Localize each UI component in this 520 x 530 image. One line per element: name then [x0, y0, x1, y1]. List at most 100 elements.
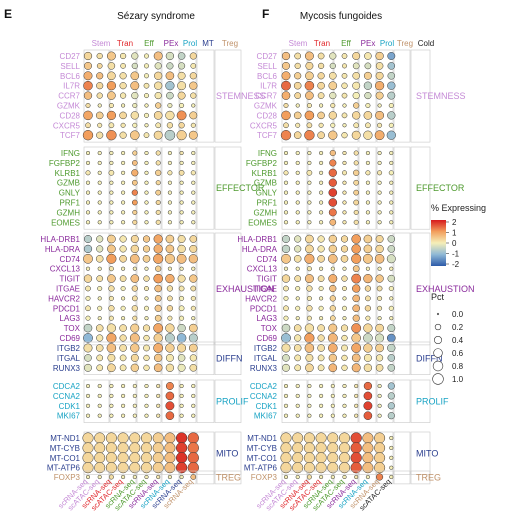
- dot: [97, 122, 103, 128]
- dot: [377, 220, 382, 225]
- dot: [153, 234, 163, 244]
- dot: [294, 62, 301, 70]
- dot: [156, 403, 161, 408]
- dot: [85, 413, 91, 418]
- dot: [164, 129, 176, 141]
- size-tick-label: 0.8: [452, 362, 464, 371]
- gene-group-label: EXHAUSTION: [216, 284, 275, 294]
- dot: [341, 364, 348, 371]
- gene-label: GZMK: [254, 102, 278, 111]
- dot: [96, 334, 104, 342]
- dot: [156, 383, 161, 389]
- dot: [179, 180, 184, 185]
- dot: [154, 71, 163, 80]
- dot: [119, 111, 127, 120]
- gene-label: GZMB: [57, 179, 80, 188]
- dot: [165, 382, 174, 390]
- dot: [365, 170, 371, 176]
- dot: [365, 122, 371, 129]
- size-legend-dot: [432, 373, 444, 385]
- dot: [177, 81, 187, 91]
- dot: [283, 180, 289, 185]
- dot: [283, 200, 289, 205]
- dot: [105, 432, 117, 444]
- dot: [377, 403, 382, 408]
- dot: [167, 315, 173, 321]
- dot: [130, 235, 139, 243]
- dot: [108, 102, 114, 109]
- dot: [340, 255, 349, 263]
- size-legend-dot: [436, 312, 440, 316]
- dot: [84, 354, 92, 362]
- dot: [388, 122, 394, 128]
- gene-group-label: EFFECTOR: [216, 183, 265, 193]
- gene-label: GNLY: [59, 189, 81, 198]
- dot: [106, 332, 117, 344]
- dot: [328, 208, 337, 217]
- column-header: Tran: [314, 39, 330, 48]
- column-header: Stem: [289, 39, 308, 48]
- dot: [353, 209, 359, 215]
- dot: [363, 333, 373, 343]
- dot: [362, 432, 374, 444]
- dot: [129, 452, 141, 464]
- dot: [377, 103, 382, 108]
- dot: [144, 160, 149, 165]
- dot: [354, 413, 359, 418]
- dot: [353, 189, 360, 196]
- dot: [283, 170, 289, 176]
- dot: [317, 354, 325, 362]
- dot: [108, 474, 114, 480]
- dot: [283, 403, 289, 408]
- gene-label: IL7R: [63, 82, 80, 91]
- dot: [319, 220, 324, 225]
- dot: [338, 452, 351, 464]
- dot: [351, 323, 362, 333]
- dot: [303, 442, 315, 454]
- dot: [129, 462, 141, 474]
- panel-sezary: E Sézary syndrome Stem Tran Eff PEx Prol MT Treg…: [4, 7, 275, 512]
- dot: [107, 274, 116, 283]
- dot: [165, 333, 175, 343]
- dot: [387, 402, 395, 410]
- dot: [153, 333, 163, 343]
- dot: [189, 81, 198, 90]
- dot: [189, 354, 197, 362]
- dot: [294, 275, 302, 282]
- dot: [280, 432, 292, 444]
- dot: [341, 334, 348, 342]
- dot: [164, 253, 175, 264]
- dot: [292, 462, 304, 474]
- dot: [153, 363, 163, 373]
- dot: [389, 150, 394, 156]
- dot: [387, 245, 396, 253]
- dot: [317, 111, 325, 120]
- dot: [167, 102, 173, 109]
- dot: [352, 314, 360, 322]
- dot: [341, 92, 348, 99]
- dot: [281, 80, 291, 91]
- gene-label: RUNX3: [53, 364, 81, 373]
- dot: [188, 130, 198, 140]
- dot: [97, 393, 102, 398]
- dot: [318, 305, 324, 311]
- dot: [119, 275, 127, 282]
- gene-label: TCF7: [257, 131, 278, 140]
- gene-label: GZMH: [253, 208, 277, 217]
- dot: [154, 81, 163, 90]
- dot: [191, 150, 196, 156]
- dot: [327, 333, 338, 343]
- dot: [107, 71, 116, 81]
- dot: [294, 72, 302, 80]
- dot: [329, 315, 336, 322]
- dot: [295, 383, 300, 389]
- dot: [362, 462, 374, 474]
- dot: [363, 71, 372, 80]
- dot: [189, 364, 198, 372]
- dot: [305, 363, 314, 373]
- dot: [140, 462, 153, 474]
- dot: [304, 323, 315, 333]
- dot: [342, 200, 347, 205]
- dot: [152, 452, 164, 464]
